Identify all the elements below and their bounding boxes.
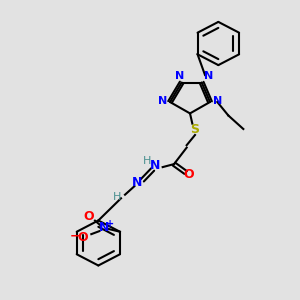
Text: +: + [106, 219, 114, 229]
Text: N: N [158, 95, 167, 106]
Text: S: S [190, 122, 200, 136]
Text: −: − [69, 229, 80, 242]
Text: H: H [113, 191, 121, 202]
Text: N: N [204, 71, 214, 81]
Text: N: N [213, 95, 222, 106]
Text: N: N [131, 176, 142, 189]
Text: O: O [77, 231, 88, 244]
Text: O: O [83, 210, 94, 223]
Text: N: N [176, 71, 184, 81]
Text: H: H [143, 155, 152, 166]
Text: O: O [184, 167, 194, 181]
Text: N: N [99, 221, 109, 234]
Text: N: N [150, 159, 160, 172]
